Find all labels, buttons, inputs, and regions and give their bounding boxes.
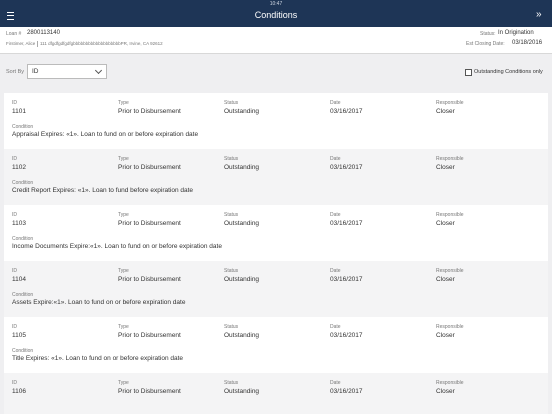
responsible-label: Responsible <box>436 156 464 162</box>
loan-number: 2800113140 <box>27 30 60 36</box>
date-label: Date <box>330 268 341 274</box>
status-label: Status <box>224 100 239 106</box>
type-label: Type <box>118 100 129 106</box>
condition-text: Appraisal Expires: «1». Loan to fund on … <box>12 131 199 138</box>
borrower: Firstimer, Alice <box>6 41 36 46</box>
status-label: Status <box>224 156 239 162</box>
type-value: Prior to Disbursement <box>118 276 181 283</box>
responsible-value: Closer <box>436 164 455 171</box>
id-value: 1106 <box>12 388 26 395</box>
id-label: ID <box>12 324 17 330</box>
id-label: ID <box>12 212 17 218</box>
nav-bar: 10:47 Conditions » <box>0 0 552 27</box>
status-value: Outstanding <box>224 276 260 283</box>
responsible-label: Responsible <box>436 324 464 330</box>
id-value: 1105 <box>12 332 26 339</box>
conditions-list: ID 1101 Type Prior to Disbursement Status Out… <box>0 93 552 414</box>
condition-label: Condition <box>12 236 34 242</box>
id-label: ID <box>12 156 17 162</box>
type-label: Type <box>118 324 129 330</box>
condition-card[interactable]: ID 1105 Type Prior to Disbursement Status Out… <box>4 317 548 373</box>
responsible-label: Responsible <box>436 268 464 274</box>
responsible-label: Responsible <box>436 212 464 218</box>
date-label: Date <box>330 380 341 386</box>
date-value: 03/16/2017 <box>330 220 363 227</box>
status-label: Status: <box>480 31 496 37</box>
id-value: 1101 <box>12 108 26 115</box>
menu-icon[interactable] <box>7 12 14 20</box>
status-label: Status <box>224 212 239 218</box>
status-value: Outstanding <box>224 388 260 395</box>
checkbox[interactable] <box>465 69 472 76</box>
page-title: Conditions <box>254 10 298 20</box>
expand-icon[interactable]: » <box>536 9 542 20</box>
status-value: Outstanding <box>224 164 260 171</box>
address: 111 dfgdfgdfgdfgbbbbbbbbbbbbbbbbbbbPR, I… <box>40 41 163 46</box>
responsible-value: Closer <box>436 276 455 283</box>
responsible-value: Closer <box>436 108 455 115</box>
status-value: Outstanding <box>224 220 260 227</box>
date-value: 03/16/2017 <box>330 164 363 171</box>
filter-label: Outstanding Conditions only <box>474 69 543 75</box>
id-value: 1103 <box>12 220 26 227</box>
sort-label: Sort By <box>6 69 25 75</box>
type-label: Type <box>118 156 129 162</box>
divider <box>37 41 38 47</box>
condition-card[interactable]: ID 1101 Type Prior to Disbursement Status Out… <box>4 93 548 149</box>
date-label: Date <box>330 156 341 162</box>
chevron <box>94 66 103 75</box>
sort-value: ID <box>32 68 39 75</box>
responsible-value: Closer <box>436 388 455 395</box>
id-label: ID <box>12 100 17 106</box>
responsible-label: Responsible <box>436 380 464 386</box>
date-label: Date <box>330 100 341 106</box>
responsible-value: Closer <box>436 220 455 227</box>
condition-card[interactable]: ID 1104 Type Prior to Disbursement Status Out… <box>4 261 548 317</box>
date-value: 03/16/2017 <box>330 332 363 339</box>
id-value: 1104 <box>12 276 26 283</box>
status-label: Status <box>224 380 239 386</box>
id-label: ID <box>12 268 17 274</box>
id-label: ID <box>12 380 17 386</box>
closing-label: Est Closing Date: <box>466 41 505 47</box>
type-label: Type <box>118 212 129 218</box>
condition-label: Condition <box>12 292 34 298</box>
status-value: Outstanding <box>224 332 260 339</box>
closing-date: 03/18/2016 <box>512 40 543 46</box>
type-label: Type <box>118 268 129 274</box>
id-value: 1102 <box>12 164 26 171</box>
condition-label: Condition <box>12 180 34 186</box>
condition-text: Assets Expire:«1». Loan to fund on or be… <box>12 299 186 306</box>
condition-text: Title Expires: «1». Loan to fund on or b… <box>12 355 184 362</box>
date-value: 03/16/2017 <box>330 108 363 115</box>
sort-dropdown[interactable]: ID <box>27 64 107 79</box>
loan-status: In Origination <box>498 30 534 36</box>
responsible-label: Responsible <box>436 100 464 106</box>
status-label: Status <box>224 324 239 330</box>
type-value: Prior to Disbursement <box>118 220 181 227</box>
date-label: Date <box>330 212 341 218</box>
date-label: Date <box>330 324 341 330</box>
condition-label: Condition <box>12 348 34 354</box>
condition-text: Income Documents Expire:«1». Loan to fun… <box>12 243 222 250</box>
date-value: 03/16/2017 <box>330 388 363 395</box>
condition-card[interactable]: ID 1102 Type Prior to Disbursement Status Out… <box>4 149 548 205</box>
date-value: 03/16/2017 <box>330 276 363 283</box>
loan-label: Loan # <box>6 31 22 37</box>
condition-card[interactable]: ID 1106 Type Prior to Disbursement Status Out… <box>4 373 548 414</box>
condition-label: Condition <box>12 124 34 130</box>
type-label: Type <box>118 380 129 386</box>
status-time: 10:47 <box>269 1 283 7</box>
status-label: Status <box>224 268 239 274</box>
condition-card[interactable]: ID 1103 Type Prior to Disbursement Status Out… <box>4 205 548 261</box>
status-value: Outstanding <box>224 108 260 115</box>
condition-text: Credit Report Expires: «1». Loan to fund… <box>12 187 194 194</box>
type-value: Prior to Disbursement <box>118 108 181 115</box>
type-value: Prior to Disbursement <box>118 332 181 339</box>
type-value: Prior to Disbursement <box>118 388 181 395</box>
loan-info: Loan # 2800113140 Firstimer, Alice 111 d… <box>0 27 552 54</box>
responsible-value: Closer <box>436 332 455 339</box>
type-value: Prior to Disbursement <box>118 164 181 171</box>
